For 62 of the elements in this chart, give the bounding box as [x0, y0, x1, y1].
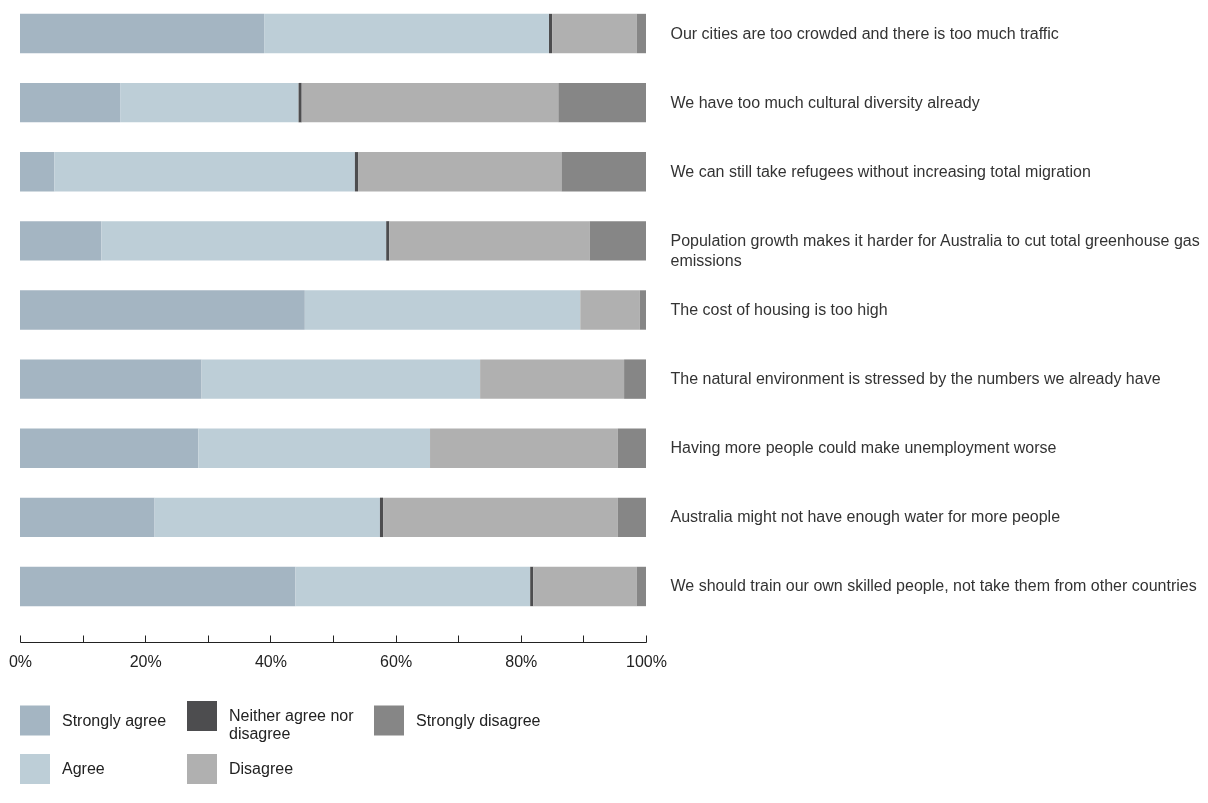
bar	[389, 221, 590, 261]
bar	[301, 82, 559, 123]
x-tick-label: 100%	[626, 652, 667, 670]
legend-label: Neither agree nor disagree	[229, 707, 355, 742]
bar	[636, 13, 646, 54]
bar	[20, 359, 202, 399]
bar	[639, 290, 646, 330]
y-tick-label: Our cities are too crowded and there is too much traffic	[670, 24, 1059, 42]
legend-label: Strongly disagree	[416, 711, 541, 729]
bar	[558, 82, 646, 123]
x-tick-label: 0%	[8, 652, 33, 670]
x-tick-label: 40%	[254, 652, 287, 670]
x-tick-label: 60%	[380, 652, 413, 670]
bar	[617, 428, 646, 468]
bar	[624, 359, 646, 399]
bar	[298, 82, 302, 123]
bar	[101, 221, 387, 261]
x-tick-label: 20%	[129, 652, 162, 670]
x-tick-label: 80%	[505, 652, 538, 670]
bar	[383, 497, 618, 538]
legend-label: Disagree	[229, 760, 294, 777]
bar	[358, 152, 562, 192]
bar	[264, 13, 549, 54]
bar	[430, 428, 618, 468]
y-tick-label: Australia might not have enough water for more people	[670, 508, 1061, 526]
legend-label: Strongly agree	[62, 711, 167, 729]
y-tick-label: The natural environment is stressed by the numbers we already have	[670, 370, 1161, 388]
y-tick-label: We should train our own skilled people, not take them from other countries	[670, 577, 1197, 595]
bar	[580, 290, 640, 330]
bar	[20, 152, 55, 192]
bar	[201, 359, 481, 399]
bar	[198, 428, 431, 468]
bar	[379, 497, 384, 538]
bar	[386, 221, 390, 261]
bar	[636, 566, 646, 607]
bar	[548, 13, 553, 54]
bar	[533, 566, 637, 607]
y-tick-label: The cost of housing is too high	[670, 301, 888, 318]
bar	[20, 497, 155, 538]
bar	[530, 566, 534, 607]
y-tick-label: Population growth makes it harder for Australia to cut total greenhouse gas emissions	[670, 231, 1200, 269]
bar	[552, 13, 637, 54]
bar	[20, 13, 265, 54]
bar	[20, 221, 102, 261]
bar	[154, 497, 380, 538]
bar	[304, 290, 581, 330]
bar	[20, 290, 305, 330]
bar	[354, 152, 359, 192]
bar	[54, 152, 355, 192]
bar	[561, 152, 646, 192]
y-tick-label: Having more people could make unemployment worse	[670, 439, 1057, 457]
bar	[20, 428, 199, 468]
bar	[20, 82, 121, 123]
bar	[120, 82, 299, 123]
bar	[617, 497, 646, 538]
legend-label: Agree	[62, 760, 105, 777]
bar	[20, 566, 296, 607]
y-tick-label: We can still take refugees without increasing total migration	[670, 162, 1091, 180]
y-tick-label: We have too much cultural diversity already	[670, 93, 980, 111]
bar	[295, 566, 531, 607]
bar	[480, 359, 625, 399]
bar	[589, 221, 646, 261]
